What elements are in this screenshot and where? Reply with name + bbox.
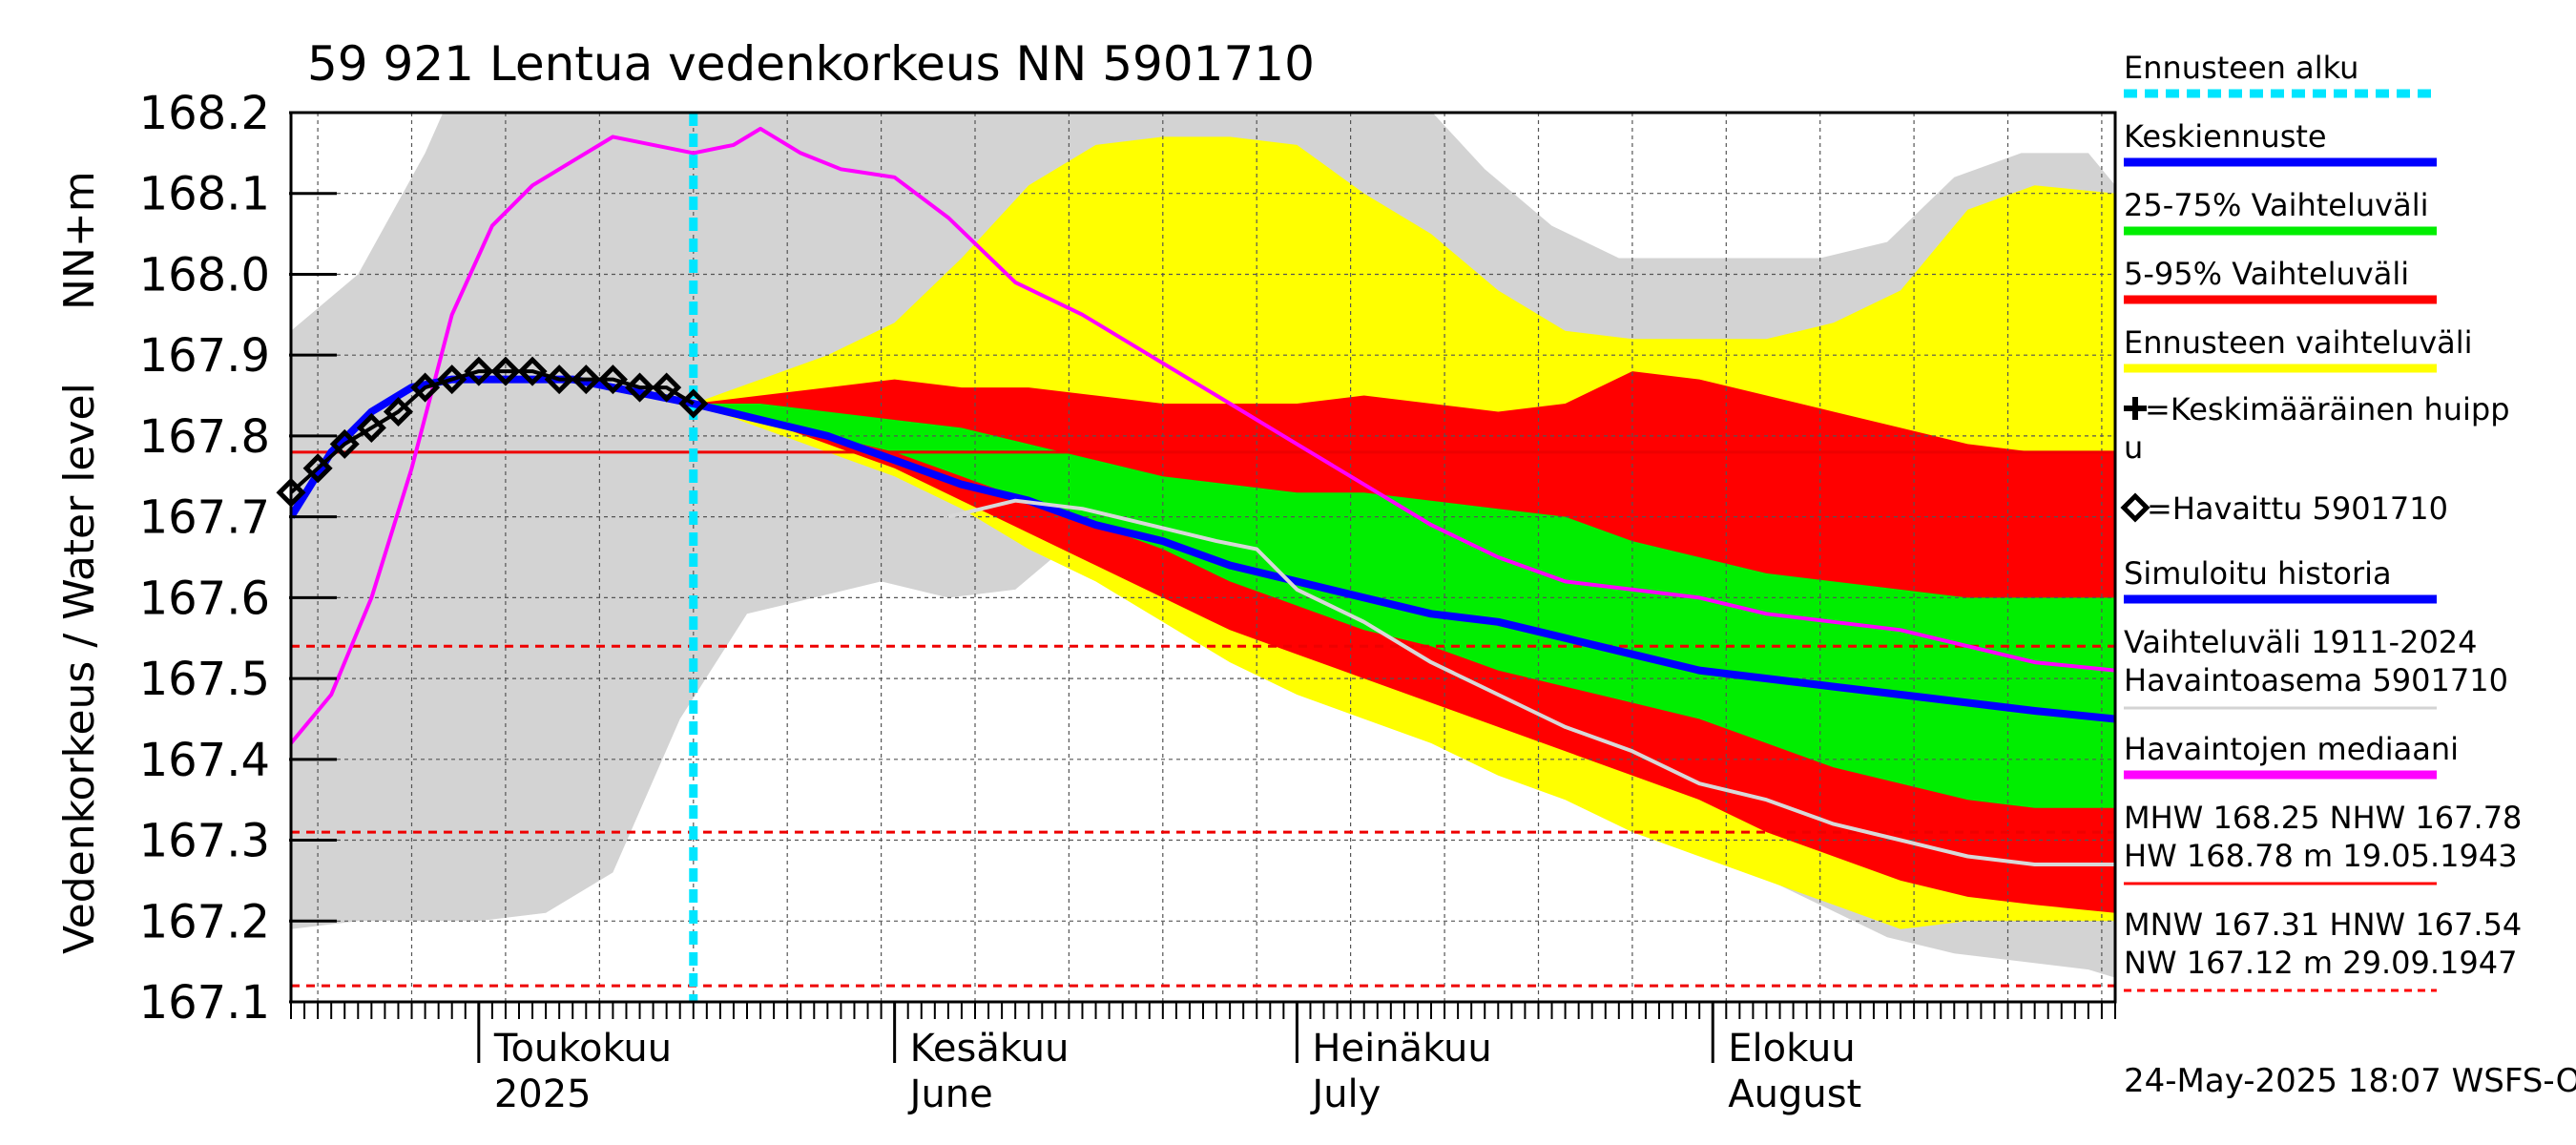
y-tick-label: 167.3 <box>139 815 270 868</box>
observed-point <box>302 453 333 484</box>
footer-timestamp: 24-May-2025 18:07 WSFS-O <box>2124 1062 2576 1100</box>
observed-point <box>678 388 709 419</box>
series-line-kuivan-vuoden-havainnot <box>947 498 2115 866</box>
legend-item-12-label: MNW 167.31 HNW 167.54 <box>2124 906 2522 943</box>
y-tick-label: 167.1 <box>139 976 270 1030</box>
x-month-label: Toukokuu <box>493 1027 672 1071</box>
legend: Ennusteen alku Keskiennuste 25-75% Vaihtel… <box>2120 50 2522 992</box>
observed-point <box>410 372 441 403</box>
y-tick-label: 167.2 <box>139 895 270 948</box>
observed-point <box>356 412 386 443</box>
legend-item-8-label: Simuloitu historia <box>2124 555 2392 592</box>
reference-lines <box>291 450 2115 988</box>
y-tick-label: 167.7 <box>139 491 270 545</box>
observed-point <box>624 372 655 403</box>
x-month-sublabel: June <box>907 1072 993 1116</box>
y-tick-label: 168.0 <box>139 248 270 302</box>
x-month-label: Heinäkuu <box>1312 1027 1491 1071</box>
chart-title: 59 921 Lentua vedenkorkeus NN 5901710 <box>307 36 1315 92</box>
x-month-label: Kesäkuu <box>910 1027 1070 1071</box>
legend-item-10-label: Havaintojen mediaani <box>2124 731 2459 767</box>
series-line-havaintojen-mediaani <box>291 126 2115 745</box>
legend-item-9-label2: Havaintoasema 5901710 <box>2124 662 2508 698</box>
legend-item-3-label: 25-75% Vaihteluväli <box>2124 187 2428 223</box>
y-tick-label: 167.6 <box>139 572 270 625</box>
observed-point <box>517 356 548 386</box>
observed-point <box>437 364 467 395</box>
x-month-sublabel: August <box>1728 1072 1861 1116</box>
y-axis-label: Vedenkorkeus / Water level <box>55 383 104 954</box>
legend-item-6-marker <box>2124 397 2147 420</box>
axes: 167.1 167.2 167.3 167.4 167.5 167.6 167.7 167.8… <box>139 87 2117 1116</box>
y-tick-label: 167.5 <box>139 653 270 706</box>
y-tick-label: 167.9 <box>139 329 270 383</box>
y-tick-label: 168.2 <box>139 87 270 140</box>
grid-lines <box>291 112 2115 1003</box>
range-bands <box>291 113 2115 978</box>
y-tick-label: 167.4 <box>139 734 270 787</box>
legend-item-5-label: Ennusteen vaihteluväli <box>2124 324 2473 361</box>
x-month-label: Elokuu <box>1728 1027 1856 1071</box>
y-axis-unit: NN+m <box>55 171 104 310</box>
observed-point <box>464 356 494 386</box>
observed-point <box>490 356 521 386</box>
observed-point <box>329 428 360 459</box>
legend-item-1-label: Ennusteen alku <box>2124 50 2358 86</box>
legend-item-11-label: MHW 168.25 NHW 167.78 <box>2124 800 2522 836</box>
y-tick-label: 168.1 <box>139 168 270 221</box>
observed-point <box>544 364 574 395</box>
legend-item-9-label: Vaihteluväli 1911-2024 <box>2124 624 2478 660</box>
observed-point <box>597 364 628 395</box>
observed-point <box>383 396 414 427</box>
legend-item-11-label2: HW 168.78 m 19.05.1943 <box>2124 838 2518 874</box>
legend-item-7-label: =Havaittu 5901710 <box>2147 490 2448 527</box>
x-month-sublabel: 2025 <box>494 1072 592 1116</box>
observed-point <box>652 372 682 403</box>
legend-item-2-label: Keskiennuste <box>2124 118 2327 155</box>
x-month-sublabel: July <box>1309 1072 1381 1116</box>
legend-item-4-label: 5-95% Vaihteluväli <box>2124 256 2409 292</box>
legend-item-7-marker <box>2120 492 2150 523</box>
legend-item-6-label: =Keskimääräinen huipp <box>2145 391 2510 427</box>
y-tick-label: 167.8 <box>139 410 270 464</box>
observed-point <box>571 364 601 395</box>
legend-item-6-label2: u <box>2124 429 2143 466</box>
legend-item-12-label2: NW 167.12 m 29.09.1947 <box>2124 945 2517 981</box>
